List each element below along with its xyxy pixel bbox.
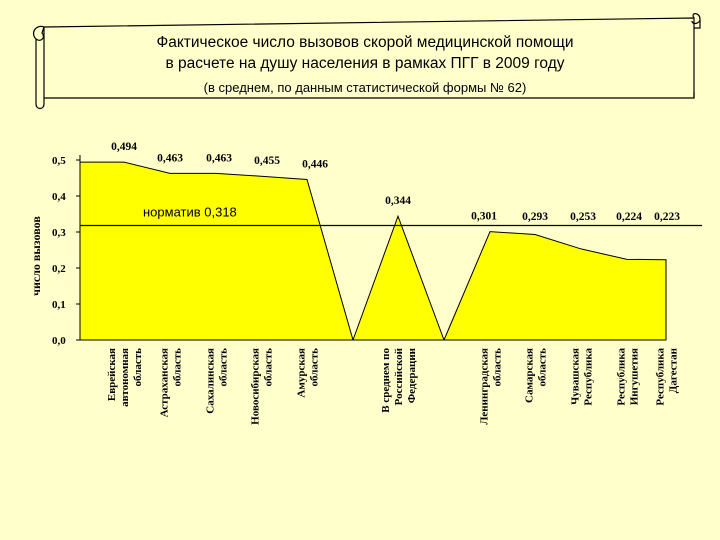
category-label-text: Сахалинскаяобласть [205,348,230,414]
data-label: 0,293 [522,211,548,223]
y-tick-label: 0,3 [52,227,66,239]
category-label-text: ЧувашскаяРеспублика [570,348,595,406]
category-label-text: Самарскаяобласть [524,348,549,403]
data-label: 0,223 [654,211,680,223]
data-label: 0,301 [471,211,497,223]
chart-title-line1: Фактическое число вызовов скорой медицин… [156,34,573,51]
category-label: ЧувашскаяРеспублика [570,348,595,406]
data-label: 0,253 [570,211,596,223]
data-label: 0,463 [206,152,232,164]
category-label: РеспубликаДагестан [655,347,680,405]
category-label-text: Амурскаяобласть [296,348,321,398]
chart-title-line2: в расчете на душу населения в рамках ПГГ… [166,55,565,72]
reference-line-label: норматив 0,318 [143,205,237,220]
category-label: В среднем поРоссийскойФедерации [380,347,418,412]
y-tick-label: 0,1 [52,299,66,311]
title-scroll-banner: Фактическое число вызовов скорой медицин… [32,13,701,110]
area-segments [79,161,667,341]
category-label-text: РеспубликаИнгушетия [616,348,641,406]
category-label: Еврейскаяавтономнаяобласть [106,348,144,407]
category-label: Новосибирскаяобласть [250,348,275,425]
area-segment-1 [79,161,354,341]
chart-subtitle: (в среднем, по данным статистической фор… [204,80,527,95]
category-label: Амурскаяобласть [296,348,321,398]
category-label: Астраханскаяобласть [159,348,184,418]
y-axis-ticks: 0,0 0,1 0,2 0,3 0,4 0,5 [52,155,80,347]
area-segment-2 [352,214,445,341]
category-label: Ленинградскаяобласть [479,348,504,425]
data-labels: 0,494 0,463 0,463 0,455 0,446 0,344 0,301 0,293… [111,141,680,223]
category-label-text: РеспубликаДагестан [655,347,680,405]
category-label-text: Новосибирскаяобласть [250,348,275,425]
category-label: РеспубликаИнгушетия [616,348,641,406]
data-label: 0,224 [616,211,642,223]
scroll-right-curl [691,13,701,98]
y-tick-label: 0,0 [52,335,66,347]
data-label: 0,455 [254,155,280,167]
category-label-text: Астраханскаяобласть [159,348,184,418]
data-label: 0,344 [385,195,411,207]
data-label: 0,494 [111,141,137,153]
y-tick-label: 0,4 [52,191,66,203]
category-label-text: В среднем поРоссийскойФедерации [380,347,418,412]
y-tick-label: 0,5 [52,155,66,167]
category-label-text: Ленинградскаяобласть [479,348,504,425]
category-label-text: Еврейскаяавтономнаяобласть [106,348,144,407]
category-label: Сахалинскаяобласть [205,348,230,414]
data-label: 0,463 [157,152,183,164]
scroll-left-curl [32,25,45,110]
area-segment-3 [443,231,667,341]
data-label: 0,446 [302,158,328,170]
category-label: Самарскаяобласть [524,348,549,403]
y-axis-label: число вызовов [29,216,43,296]
category-labels: Еврейскаяавтономнаяобласть Астраханскаяоб… [106,347,680,424]
y-tick-label: 0,2 [52,263,66,275]
